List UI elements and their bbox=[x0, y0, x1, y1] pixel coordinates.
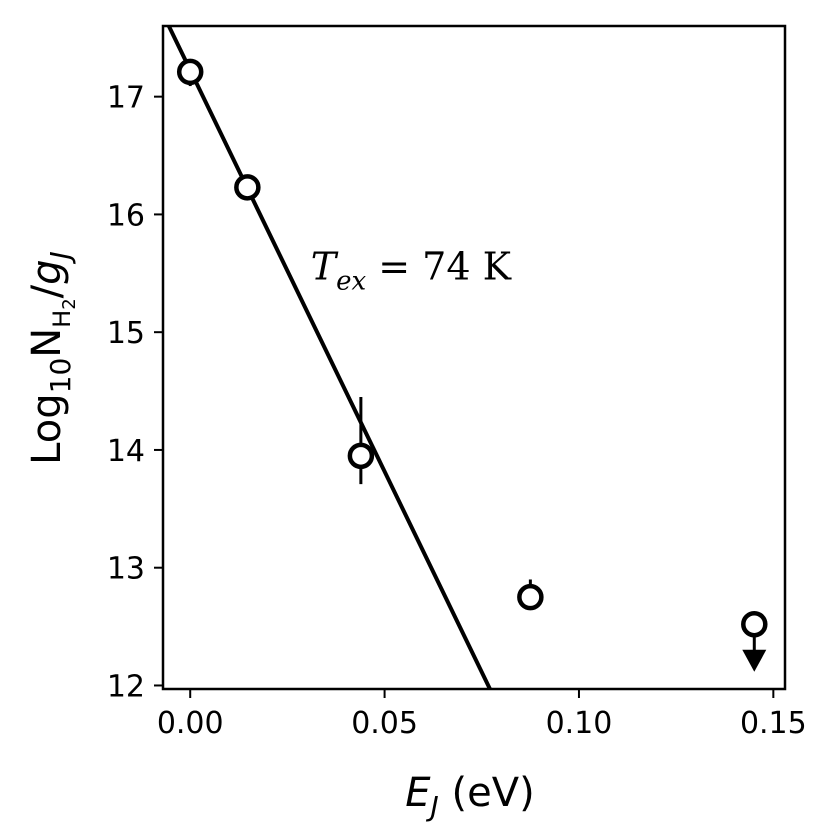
x-tick-label: 0.10 bbox=[546, 706, 613, 741]
x-tick-label: 0.05 bbox=[351, 706, 418, 741]
point-marker bbox=[517, 583, 544, 611]
excitation-temperature-annotation: Tex = 74 K bbox=[311, 244, 512, 296]
plot-frame bbox=[161, 24, 787, 691]
x-tick-label: 0.15 bbox=[740, 706, 807, 741]
y-tick-label: 12 bbox=[107, 669, 145, 704]
upper-limit-arrow-head bbox=[742, 649, 767, 672]
data-point bbox=[176, 58, 204, 87]
tick-labels: 0.00 0.05 0.10 0.15 12 13 14 15 16 17 bbox=[107, 81, 807, 741]
y-tick-label: 17 bbox=[107, 81, 145, 116]
data-point bbox=[234, 174, 261, 201]
data-point bbox=[347, 396, 375, 485]
fit-line-layer bbox=[167, 26, 492, 689]
data-point bbox=[741, 610, 768, 672]
point-marker bbox=[741, 610, 768, 638]
y-tick-label: 15 bbox=[107, 316, 145, 351]
x-tick-label: 0.00 bbox=[157, 706, 224, 741]
data-points bbox=[176, 58, 768, 672]
data-point bbox=[517, 579, 544, 611]
point-marker bbox=[176, 58, 204, 86]
point-marker bbox=[234, 174, 261, 201]
point-marker bbox=[347, 442, 375, 470]
x-axis-label: EJ (eV) bbox=[405, 770, 534, 823]
fit-line bbox=[167, 26, 492, 689]
y-tick-label: 14 bbox=[107, 434, 145, 469]
y-tick-label: 13 bbox=[107, 552, 145, 587]
y-axis-label: Log10NH2/gJ bbox=[24, 251, 80, 465]
axes bbox=[154, 24, 787, 698]
y-tick-label: 16 bbox=[107, 198, 145, 233]
